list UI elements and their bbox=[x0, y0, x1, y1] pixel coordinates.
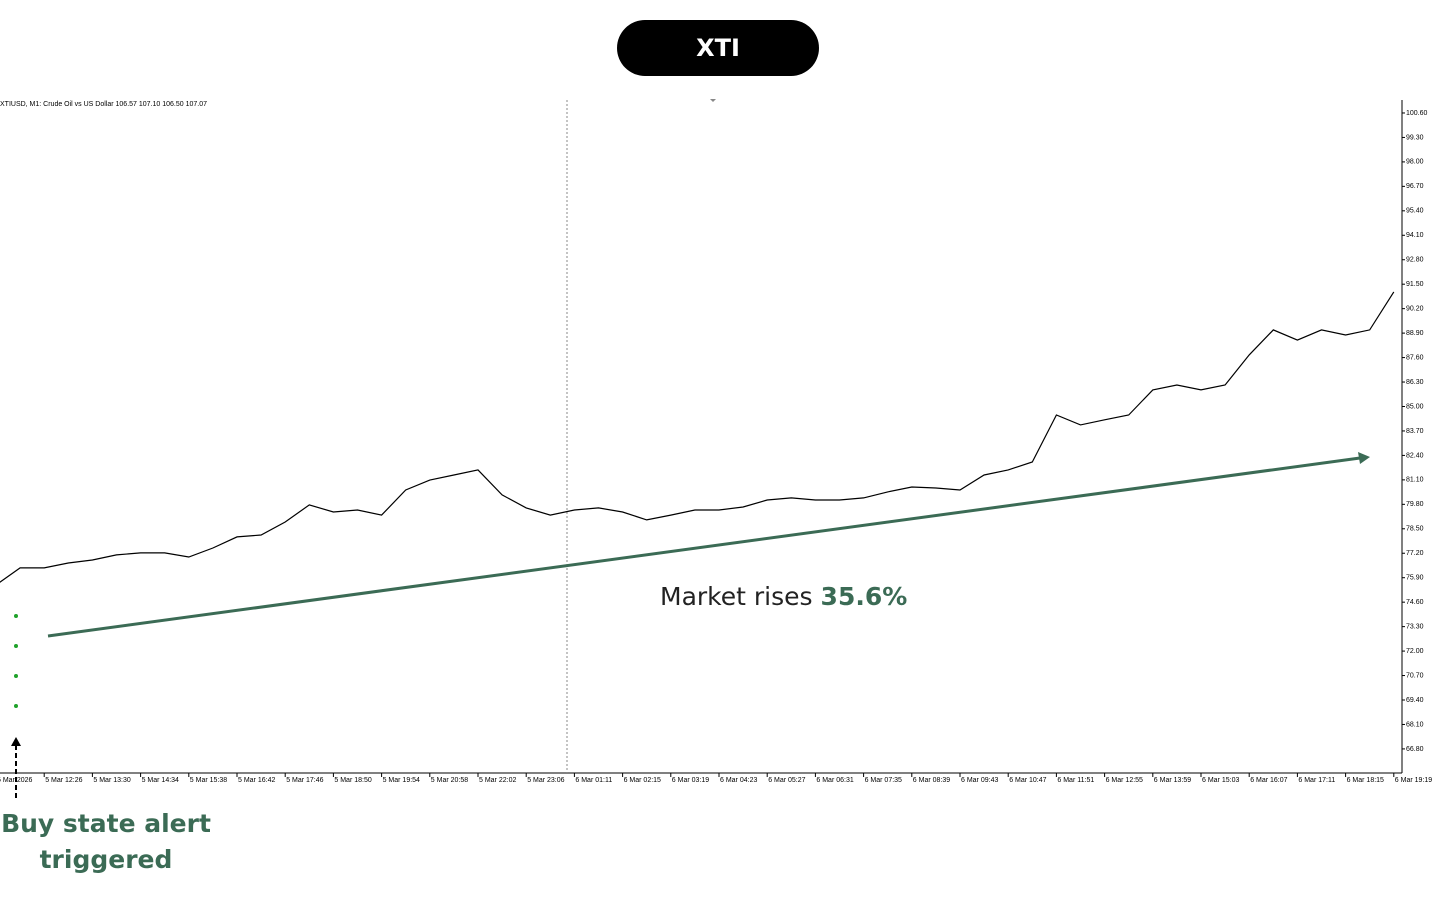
y-tick-label: 94.10 bbox=[1406, 232, 1424, 239]
x-tick-label: 6 Mar 03:19 bbox=[672, 777, 709, 784]
alert-arrow-head bbox=[11, 737, 21, 746]
shift-marker bbox=[710, 99, 716, 102]
x-tick-label: 6 Mar 18:15 bbox=[1347, 777, 1384, 784]
x-tick-label: 6 Mar 15:03 bbox=[1202, 777, 1239, 784]
y-tick-label: 81.10 bbox=[1406, 477, 1424, 484]
x-tick-label: 6 Mar 02:15 bbox=[624, 777, 661, 784]
y-tick-label: 87.60 bbox=[1406, 354, 1424, 361]
x-tick-label: 5 Mar 17:46 bbox=[286, 777, 323, 784]
y-tick-label: 85.00 bbox=[1406, 403, 1424, 410]
y-tick-label: 82.40 bbox=[1406, 452, 1424, 459]
y-tick-label: 66.80 bbox=[1406, 746, 1424, 753]
y-tick-label: 98.00 bbox=[1406, 159, 1424, 166]
y-tick-label: 86.30 bbox=[1406, 379, 1424, 386]
x-tick-label: 6 Mar 11:51 bbox=[1057, 777, 1094, 784]
signal-dot bbox=[14, 704, 18, 708]
x-tick-label: 6 Mar 17:11 bbox=[1298, 777, 1335, 784]
x-tick-label: 5 Mar 20:58 bbox=[431, 777, 468, 784]
y-tick-label: 100.60 bbox=[1406, 110, 1428, 117]
x-tick-label: 6 Mar 13:59 bbox=[1154, 777, 1191, 784]
x-tick-label: 5 Mar 16:42 bbox=[238, 777, 275, 784]
chart-title: XTI bbox=[696, 34, 740, 62]
signal-dots bbox=[14, 614, 18, 708]
alert-label: Buy state alert triggered bbox=[1, 809, 211, 874]
y-tick-label: 99.30 bbox=[1406, 134, 1424, 141]
y-tick-label: 79.80 bbox=[1406, 501, 1424, 508]
y-tick-label: 95.40 bbox=[1406, 208, 1424, 215]
y-tick-label: 74.60 bbox=[1406, 599, 1424, 606]
x-tick-label: 6 Mar 16:07 bbox=[1250, 777, 1287, 784]
x-tick-label: 5 Mar 23:06 bbox=[527, 777, 564, 784]
x-tick-label: 5 Mar 13:30 bbox=[93, 777, 130, 784]
y-tick-label: 70.70 bbox=[1406, 672, 1424, 679]
x-tick-label: 5 Mar 2026 bbox=[0, 777, 33, 784]
x-tick-label: 5 Mar 18:50 bbox=[334, 777, 371, 784]
x-tick-label: 6 Mar 06:31 bbox=[816, 777, 853, 784]
x-tick-label: 6 Mar 10:47 bbox=[1009, 777, 1046, 784]
y-tick-label: 75.90 bbox=[1406, 575, 1424, 582]
y-tick-label: 96.70 bbox=[1406, 183, 1424, 190]
x-tick-label: 5 Mar 14:34 bbox=[142, 777, 179, 784]
x-tick-label: 6 Mar 04:23 bbox=[720, 777, 757, 784]
x-tick-label: 5 Mar 19:54 bbox=[383, 777, 420, 784]
price-line bbox=[0, 291, 1395, 583]
x-tick-label: 6 Mar 09:43 bbox=[961, 777, 998, 784]
y-tick-label: 77.20 bbox=[1406, 550, 1424, 557]
chart-subtitle: XTIUSD, M1: Crude Oil vs US Dollar 106.5… bbox=[0, 101, 207, 108]
x-tick-label: 6 Mar 08:39 bbox=[913, 777, 950, 784]
signal-dot bbox=[14, 614, 18, 618]
x-tick-label: 6 Mar 12:55 bbox=[1106, 777, 1143, 784]
signal-dot bbox=[14, 674, 18, 678]
x-tick-label: 6 Mar 07:35 bbox=[865, 777, 902, 784]
signal-dot bbox=[14, 644, 18, 648]
y-tick-label: 90.20 bbox=[1406, 305, 1424, 312]
y-tick-label: 92.80 bbox=[1406, 257, 1424, 264]
y-tick-label: 68.10 bbox=[1406, 721, 1424, 728]
x-tick-label: 5 Mar 12:26 bbox=[45, 777, 82, 784]
alert-label-box: Buy state alert triggered bbox=[1, 809, 211, 874]
annotation-text: Market rises bbox=[660, 582, 813, 611]
x-tick-label: 5 Mar 22:02 bbox=[479, 777, 516, 784]
annotation-highlight: 35.6% bbox=[821, 582, 908, 611]
x-tick-label: 5 Mar 15:38 bbox=[190, 777, 227, 784]
y-tick-label: 72.00 bbox=[1406, 648, 1424, 655]
y-tick-label: 73.30 bbox=[1406, 623, 1424, 630]
y-tick-label: 69.40 bbox=[1406, 697, 1424, 704]
trend-arrow bbox=[47, 456, 1361, 638]
x-tick-label: 6 Mar 05:27 bbox=[768, 777, 805, 784]
y-tick-label: 78.50 bbox=[1406, 526, 1424, 533]
title-pill bbox=[617, 20, 819, 76]
annotation: Market rises 35.6% bbox=[660, 582, 907, 611]
x-tick-label: 6 Mar 19:19 bbox=[1395, 777, 1432, 784]
y-tick-label: 91.50 bbox=[1406, 281, 1424, 288]
x-tick-label: 6 Mar 01:11 bbox=[575, 777, 612, 784]
trend-arrow-head bbox=[1358, 452, 1370, 464]
y-tick-label: 88.90 bbox=[1406, 330, 1424, 337]
y-tick-label: 83.70 bbox=[1406, 428, 1424, 435]
